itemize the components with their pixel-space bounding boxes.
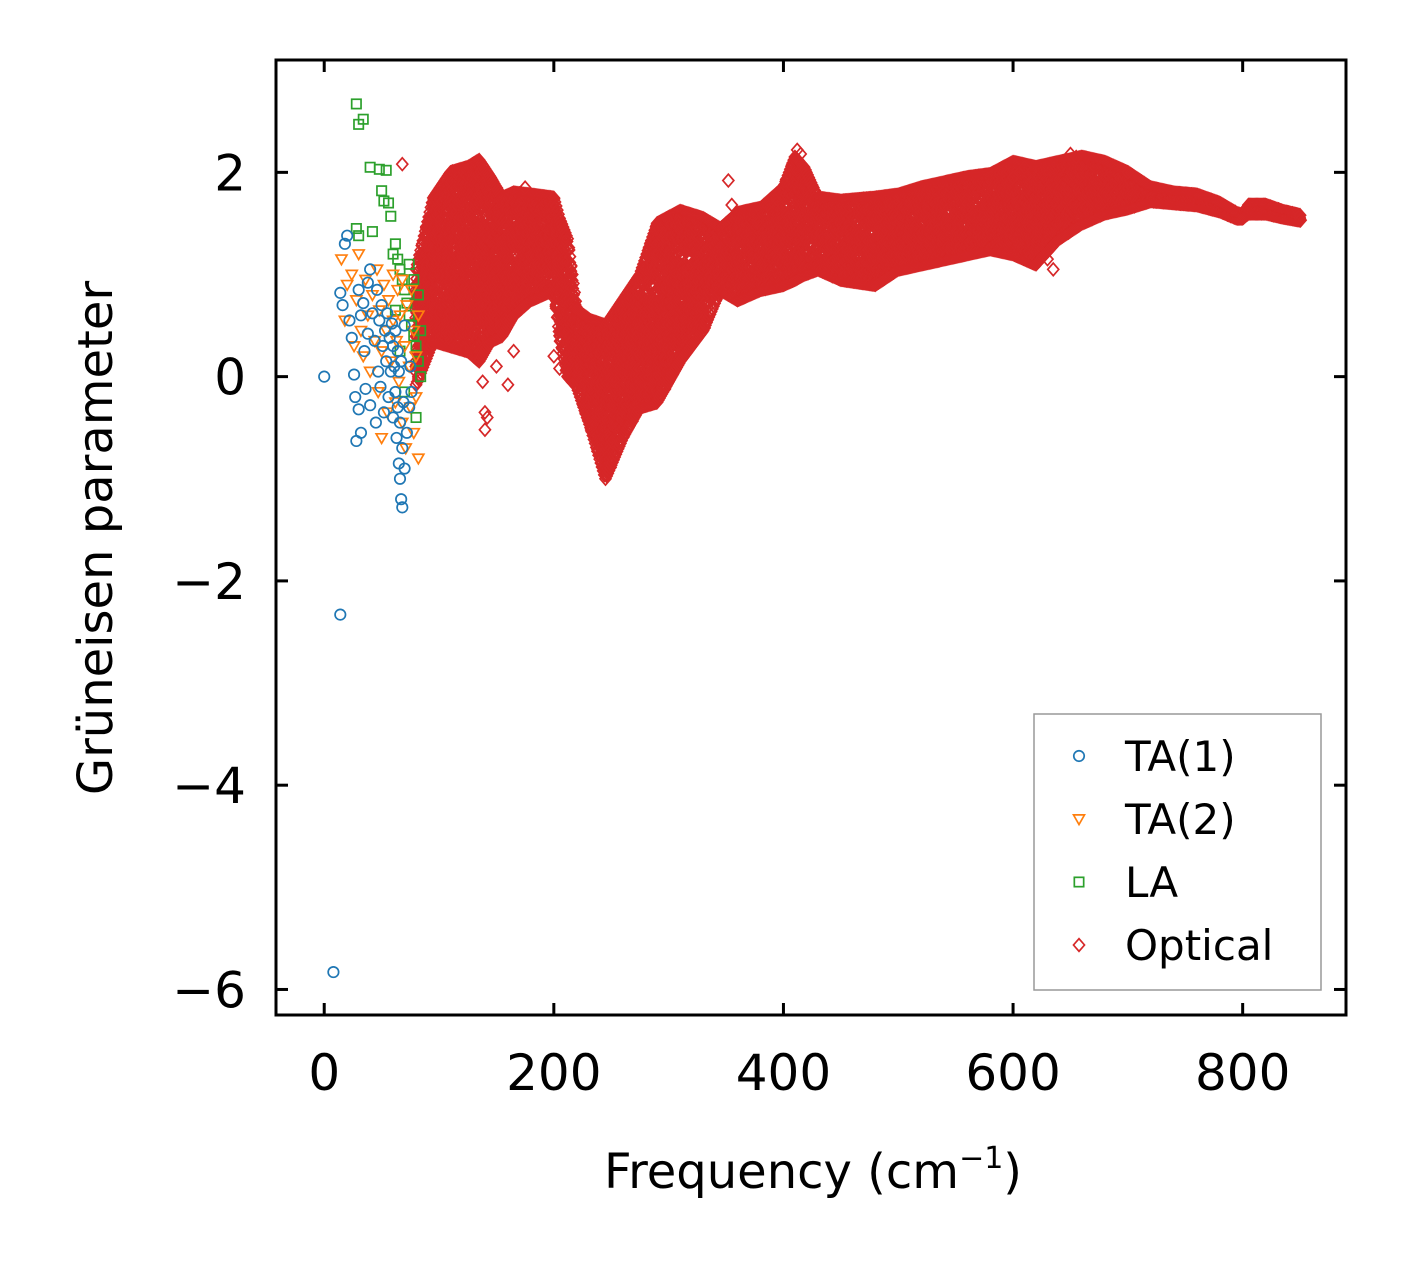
x-tick-label: 400 [736,1044,831,1102]
y-tick-label: −6 [172,961,246,1019]
x-tick-label: 200 [506,1044,601,1102]
x-tick-label: 0 [308,1044,340,1102]
series-optical [397,144,1306,486]
y-tick-label: −4 [172,757,246,815]
x-tick-label: 600 [965,1044,1060,1102]
y-tick-label: 2 [214,144,246,202]
y-tick-label: −2 [172,553,246,611]
x-tick-label: 800 [1195,1044,1290,1102]
y-tick-label: 0 [214,349,246,407]
